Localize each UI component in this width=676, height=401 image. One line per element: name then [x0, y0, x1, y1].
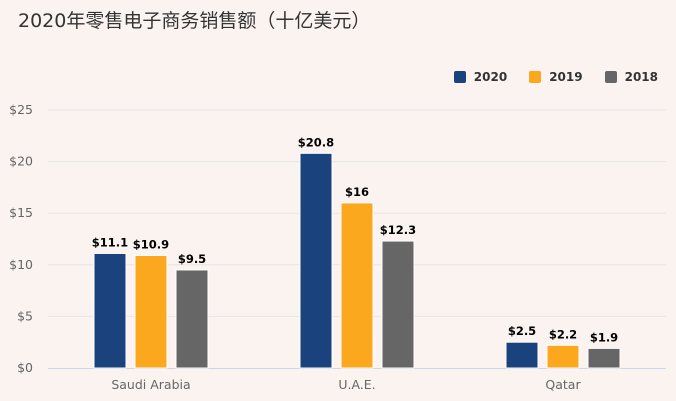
bar-2018-uae: [381, 240, 415, 369]
data-label: $10.9: [133, 238, 169, 252]
legend-swatch-2019: [529, 71, 542, 83]
bar-2018-qatar: [587, 347, 621, 369]
data-label: $2.5: [508, 324, 536, 338]
bar-2019-saudiarabia: [134, 255, 168, 369]
bar-2020-saudiarabia: [93, 252, 127, 369]
legend-swatch-2020: [453, 71, 466, 83]
y-tick-label: $10: [9, 257, 33, 272]
chart-title: 2020年零售电子商务销售额（十亿美元）: [18, 10, 371, 32]
data-label: $12.3: [380, 223, 416, 237]
y-tick-label: $0: [17, 360, 33, 375]
y-tick-label: $25: [9, 102, 33, 117]
legend-item-2020[interactable]: 2020: [453, 70, 508, 84]
bar-2020-uae: [299, 152, 333, 369]
legend: 2020 2019 2018: [453, 70, 658, 84]
bar-2019-uae: [340, 202, 374, 369]
legend-item-2019[interactable]: 2019: [529, 70, 583, 84]
data-label: $2.2: [549, 327, 577, 341]
legend-label-2019: 2019: [549, 70, 583, 84]
x-category-label: Saudi Arabia: [111, 377, 190, 392]
data-label: $11.1: [92, 235, 128, 249]
data-label: $9.5: [178, 252, 206, 266]
bar-2018-saudiarabia: [175, 269, 209, 369]
data-label: $20.8: [298, 135, 334, 149]
legend-label-2018: 2018: [624, 70, 658, 84]
data-label: $1.9: [590, 330, 618, 344]
x-category-label: U.A.E.: [338, 377, 375, 392]
x-category-label: Qatar: [545, 377, 581, 392]
data-label: $16: [345, 185, 369, 199]
y-tick-label: $5: [17, 308, 33, 323]
bar-2020-qatar: [505, 341, 539, 369]
legend-swatch-2018: [604, 71, 617, 83]
legend-item-2018[interactable]: 2018: [604, 70, 658, 84]
y-tick-label: $20: [9, 154, 33, 169]
y-tick-label: $15: [9, 205, 33, 220]
legend-label-2020: 2020: [473, 70, 508, 84]
bar-2019-qatar: [546, 344, 580, 369]
